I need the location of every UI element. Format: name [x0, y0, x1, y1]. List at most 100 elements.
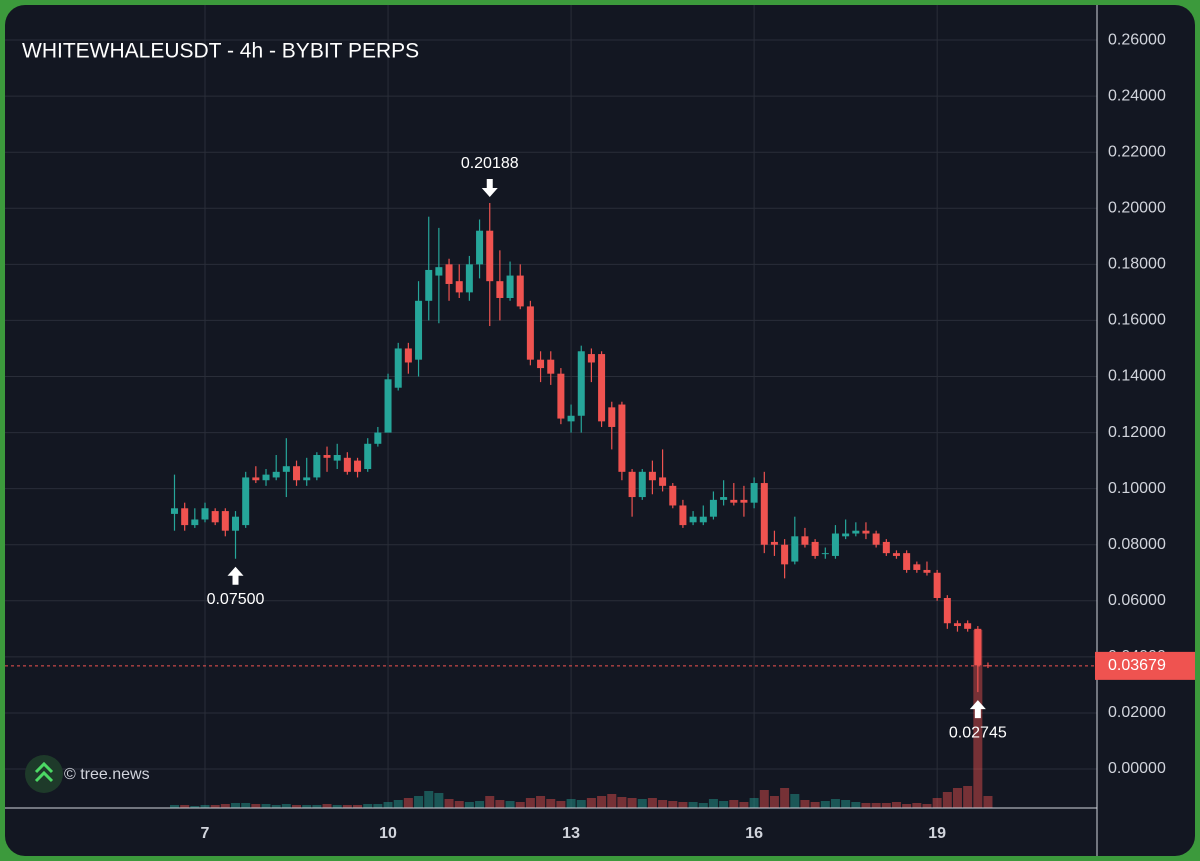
candle-body [953, 623, 961, 627]
candle-body [984, 665, 992, 667]
candle-body [872, 533, 880, 545]
annotation-label: 0.20188 [461, 155, 519, 172]
candle-body [364, 443, 372, 470]
volume-bar [454, 801, 464, 808]
logo [25, 755, 63, 793]
candle-body [323, 455, 331, 458]
candle-body [821, 553, 829, 555]
y-tick-label: 0.24000 [1108, 87, 1166, 104]
volume-bar [637, 799, 647, 808]
volume-bar [566, 799, 576, 808]
x-tick-label: 10 [379, 825, 397, 842]
volume-bar [973, 630, 983, 808]
candle-body [293, 466, 301, 481]
candle-body [943, 597, 951, 624]
y-tick-label: 0.08000 [1108, 536, 1166, 553]
volume-bar [759, 790, 769, 808]
volume-bar [475, 801, 485, 808]
x-tick-label: 19 [928, 825, 946, 842]
volume-bar [444, 799, 454, 808]
y-tick-label: 0.12000 [1108, 424, 1166, 441]
volume-bar [536, 796, 546, 808]
annotation-arrow [227, 566, 244, 585]
candle-body [476, 230, 484, 265]
candle-body [648, 471, 656, 481]
candle-body [272, 471, 280, 478]
candle-body [313, 455, 321, 478]
candle-body [699, 516, 707, 523]
candle-body [303, 477, 311, 481]
candle-body [720, 497, 728, 500]
volume-bar [322, 804, 332, 808]
volume-bar [424, 791, 434, 808]
volume-bar [312, 805, 322, 808]
volume-bar [912, 803, 922, 808]
candle-body [770, 541, 778, 545]
volume-bar [780, 788, 790, 808]
candle-body [628, 471, 636, 498]
candle-body [974, 628, 982, 666]
volume-bar [983, 796, 993, 808]
candle-body [852, 530, 860, 534]
candle-body [567, 415, 575, 422]
panel [5, 5, 1195, 856]
volume-bar [851, 802, 861, 808]
volume-bar [729, 800, 739, 808]
candle-body [354, 460, 362, 472]
volume-bar [342, 805, 352, 808]
volume-bar [861, 803, 871, 808]
volume-bar [830, 799, 840, 808]
candle-body [526, 306, 534, 360]
y-tick-label: 0.20000 [1108, 199, 1166, 216]
volume-bar [271, 805, 281, 808]
volume-bar [485, 796, 495, 808]
volume-bar [302, 805, 312, 808]
candle-body [669, 485, 677, 506]
candle-body [221, 511, 229, 531]
candle-body [445, 264, 453, 284]
volume-bar [881, 803, 891, 808]
y-tick-label: 0.22000 [1108, 143, 1166, 160]
volume-bar [810, 802, 820, 808]
volume-bar [891, 802, 901, 808]
volume-bar [546, 799, 556, 808]
watermark: © tree.news [64, 766, 150, 783]
candle-body [608, 407, 616, 427]
x-tick-label: 16 [745, 825, 763, 842]
volume-bar [281, 804, 291, 808]
candle-body [831, 533, 839, 556]
annotation-arrow [969, 700, 986, 719]
volume-bar [383, 802, 393, 808]
candle-body [862, 530, 870, 534]
volume-bar [668, 801, 678, 808]
candle-body [201, 508, 209, 520]
volume-bar [332, 805, 342, 808]
candle-body [232, 516, 240, 531]
y-tick-label: 0.06000 [1108, 592, 1166, 609]
candle-body [811, 541, 819, 556]
x-tick-label: 7 [201, 825, 210, 842]
candle-body [394, 348, 402, 388]
last-price-label: 0.03679 [1108, 657, 1166, 674]
candle-body [659, 477, 667, 486]
annotation: 0.07500 [207, 566, 265, 608]
volume-bar [841, 800, 851, 808]
y-tick-label: 0.26000 [1108, 31, 1166, 48]
candle-body [191, 519, 199, 526]
volume-bar [200, 805, 210, 808]
volume-bar [678, 802, 688, 808]
candle-body [882, 541, 890, 554]
volume-bar [688, 802, 698, 808]
volume-bar [464, 802, 474, 808]
volume-bar [658, 800, 668, 808]
volume-bar [505, 801, 515, 808]
volume-bar [434, 793, 444, 808]
volume-bar [597, 796, 607, 808]
annotation-label: 0.02745 [949, 724, 1007, 741]
marks [5, 203, 1097, 808]
annotation: 0.20188 [461, 155, 519, 198]
candle-body [760, 483, 768, 545]
y-tick-label: 0.18000 [1108, 256, 1166, 273]
volume-bar [190, 806, 200, 808]
candle-body [842, 533, 850, 537]
